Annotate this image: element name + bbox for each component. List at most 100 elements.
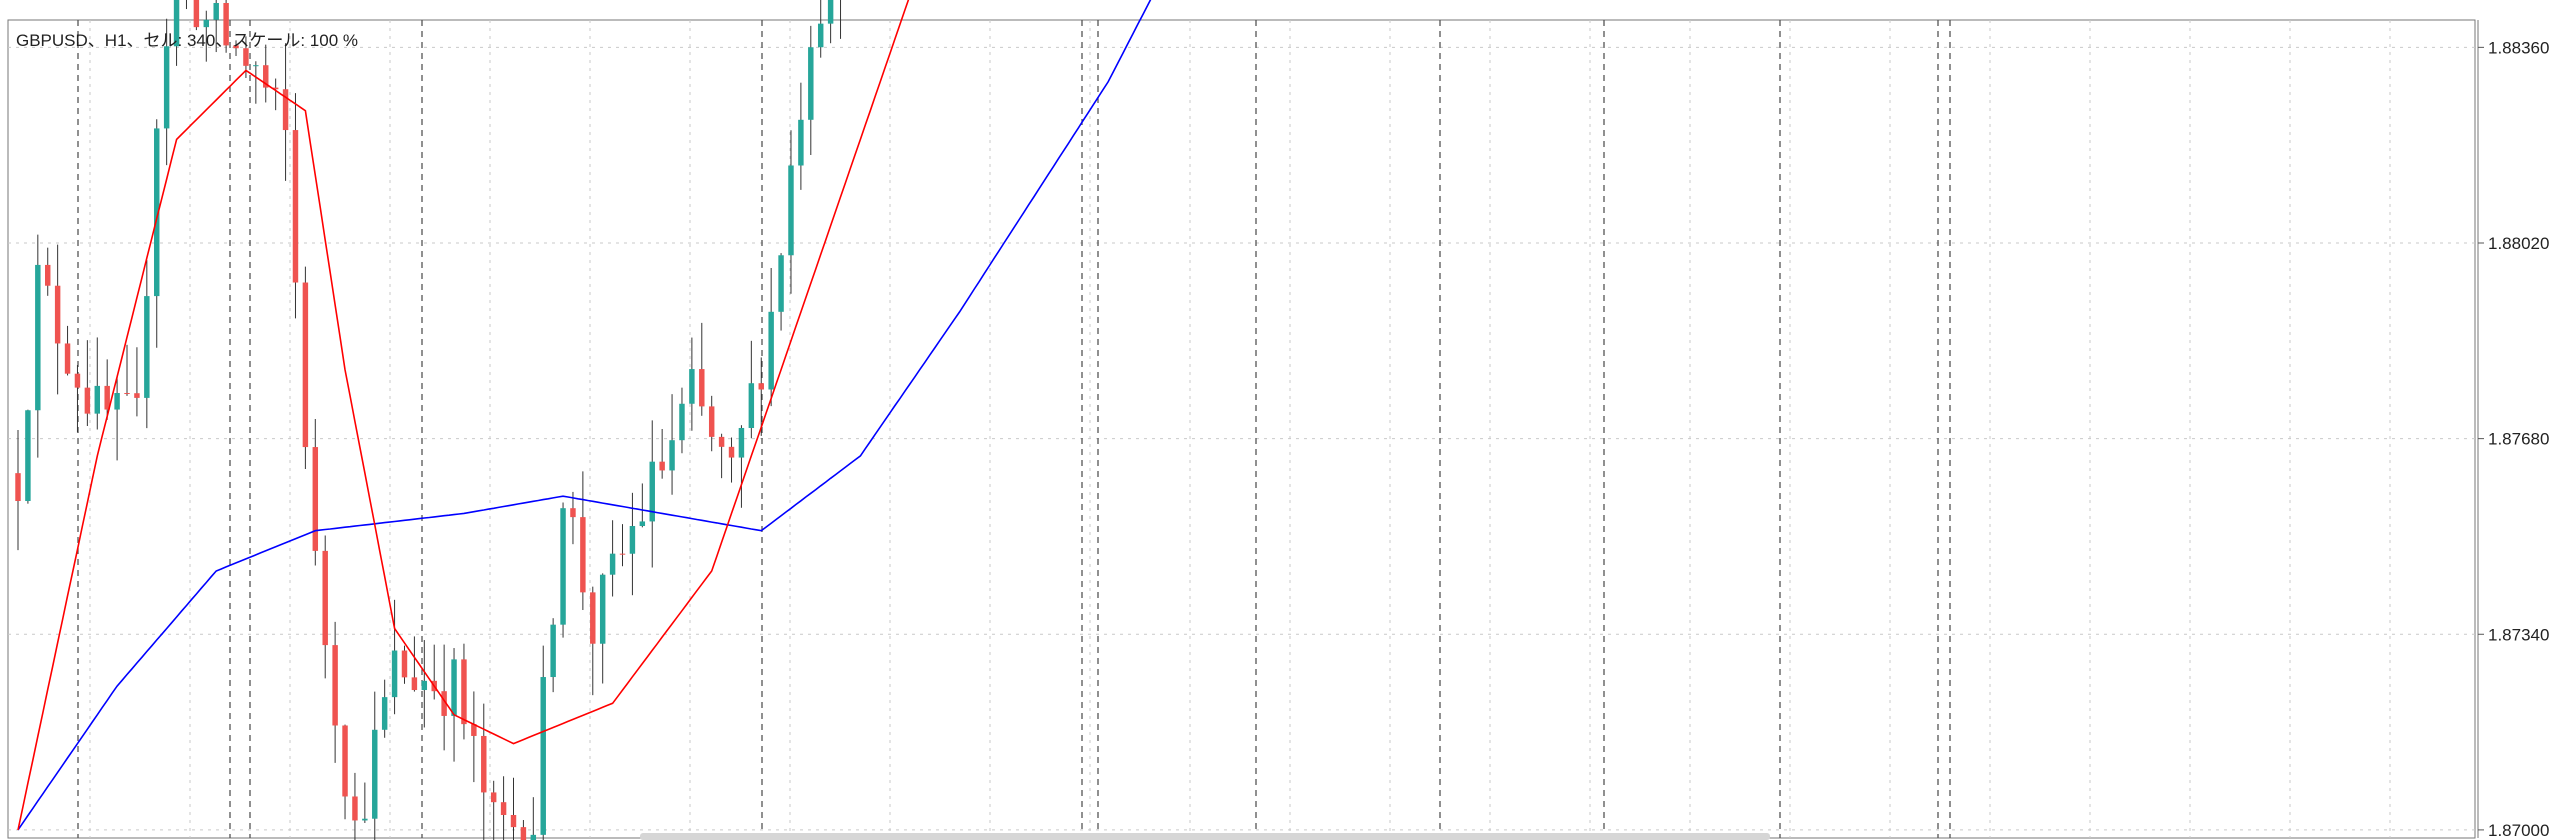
candle — [629, 492, 636, 596]
candle — [342, 724, 348, 820]
candle-body — [481, 735, 487, 793]
candle-body — [104, 385, 110, 410]
candles — [15, 0, 842, 840]
candle-body — [560, 508, 566, 625]
candle-body — [263, 65, 269, 88]
candle — [659, 428, 665, 479]
candle — [203, 10, 210, 62]
candle-body — [114, 393, 120, 410]
candle — [154, 119, 160, 348]
candle — [94, 337, 101, 430]
candle — [35, 234, 41, 458]
candle-body — [342, 725, 348, 797]
candle-body — [243, 48, 249, 66]
candle-body — [768, 311, 774, 390]
candle-body — [411, 677, 418, 691]
candle — [840, 0, 842, 39]
candle-body — [817, 23, 824, 48]
candle — [401, 645, 408, 684]
candle — [599, 573, 606, 684]
price-axis-tick-label: 1.87340 — [2488, 625, 2549, 644]
candle-body — [570, 508, 576, 518]
candle-body — [45, 264, 51, 286]
candle-body — [451, 659, 457, 716]
price-axis-background — [2478, 0, 2560, 840]
candle — [728, 437, 735, 483]
candle-body — [461, 659, 467, 725]
price-axis-tick-label: 1.88360 — [2488, 38, 2549, 57]
candle — [421, 640, 428, 728]
candle-body — [203, 19, 210, 28]
candle — [461, 643, 467, 740]
candle-body — [808, 47, 814, 120]
candle-body — [163, 46, 170, 129]
candle-body — [441, 691, 447, 716]
candle — [193, 0, 200, 31]
candle-body — [372, 729, 378, 819]
candle-body — [25, 410, 31, 502]
candle — [451, 648, 457, 762]
candle — [144, 260, 150, 429]
candle-body — [292, 130, 299, 283]
candle — [471, 691, 477, 783]
candle-body — [312, 447, 319, 551]
candle — [213, 0, 219, 53]
candle — [827, 0, 834, 44]
candle-body — [154, 128, 160, 297]
candle-body — [74, 373, 81, 388]
horizontal-scrollbar[interactable] — [640, 833, 1770, 840]
candle — [272, 78, 279, 111]
ma-fast-line — [17, 0, 910, 831]
candle — [362, 782, 368, 823]
candle — [510, 777, 517, 840]
candle-body — [173, 0, 180, 47]
candle-body — [718, 436, 725, 447]
candle-body — [778, 255, 784, 312]
candle-body — [500, 802, 507, 815]
candle — [253, 61, 259, 104]
candle-body — [827, 0, 834, 24]
candle-body — [639, 521, 646, 527]
candle — [104, 359, 110, 420]
candle — [282, 43, 289, 181]
candle-body — [550, 624, 556, 678]
candle-body — [708, 406, 715, 437]
candle — [798, 82, 804, 190]
grid — [8, 20, 2475, 838]
candle — [312, 418, 319, 566]
candle — [292, 93, 299, 319]
candle-body — [253, 65, 259, 67]
price-axis-tick-label: 1.87680 — [2488, 430, 2549, 449]
candle — [381, 679, 388, 738]
candle — [163, 18, 170, 166]
candle-body — [401, 650, 408, 678]
candle — [708, 395, 715, 452]
candle — [45, 247, 51, 296]
candle-body — [421, 680, 428, 691]
candle — [738, 425, 745, 508]
candle-body — [94, 385, 101, 414]
candle — [233, 40, 239, 56]
candle — [124, 344, 130, 396]
candle-body — [362, 818, 368, 821]
candle-body — [193, 0, 200, 28]
candle — [768, 268, 774, 407]
candle-body — [619, 553, 626, 555]
candle — [322, 535, 328, 679]
candle — [540, 645, 546, 840]
candle — [352, 772, 358, 840]
candle — [560, 502, 566, 638]
candle-body — [748, 383, 755, 428]
candle-body — [689, 369, 695, 404]
candle-body — [64, 343, 71, 374]
candle — [223, 0, 229, 53]
candle — [788, 130, 794, 294]
candle-body — [332, 645, 338, 726]
candle — [689, 337, 695, 431]
candle-body — [272, 87, 279, 90]
candle — [64, 325, 71, 376]
candle-body — [322, 550, 328, 646]
ma-slow-line — [17, 0, 1152, 831]
